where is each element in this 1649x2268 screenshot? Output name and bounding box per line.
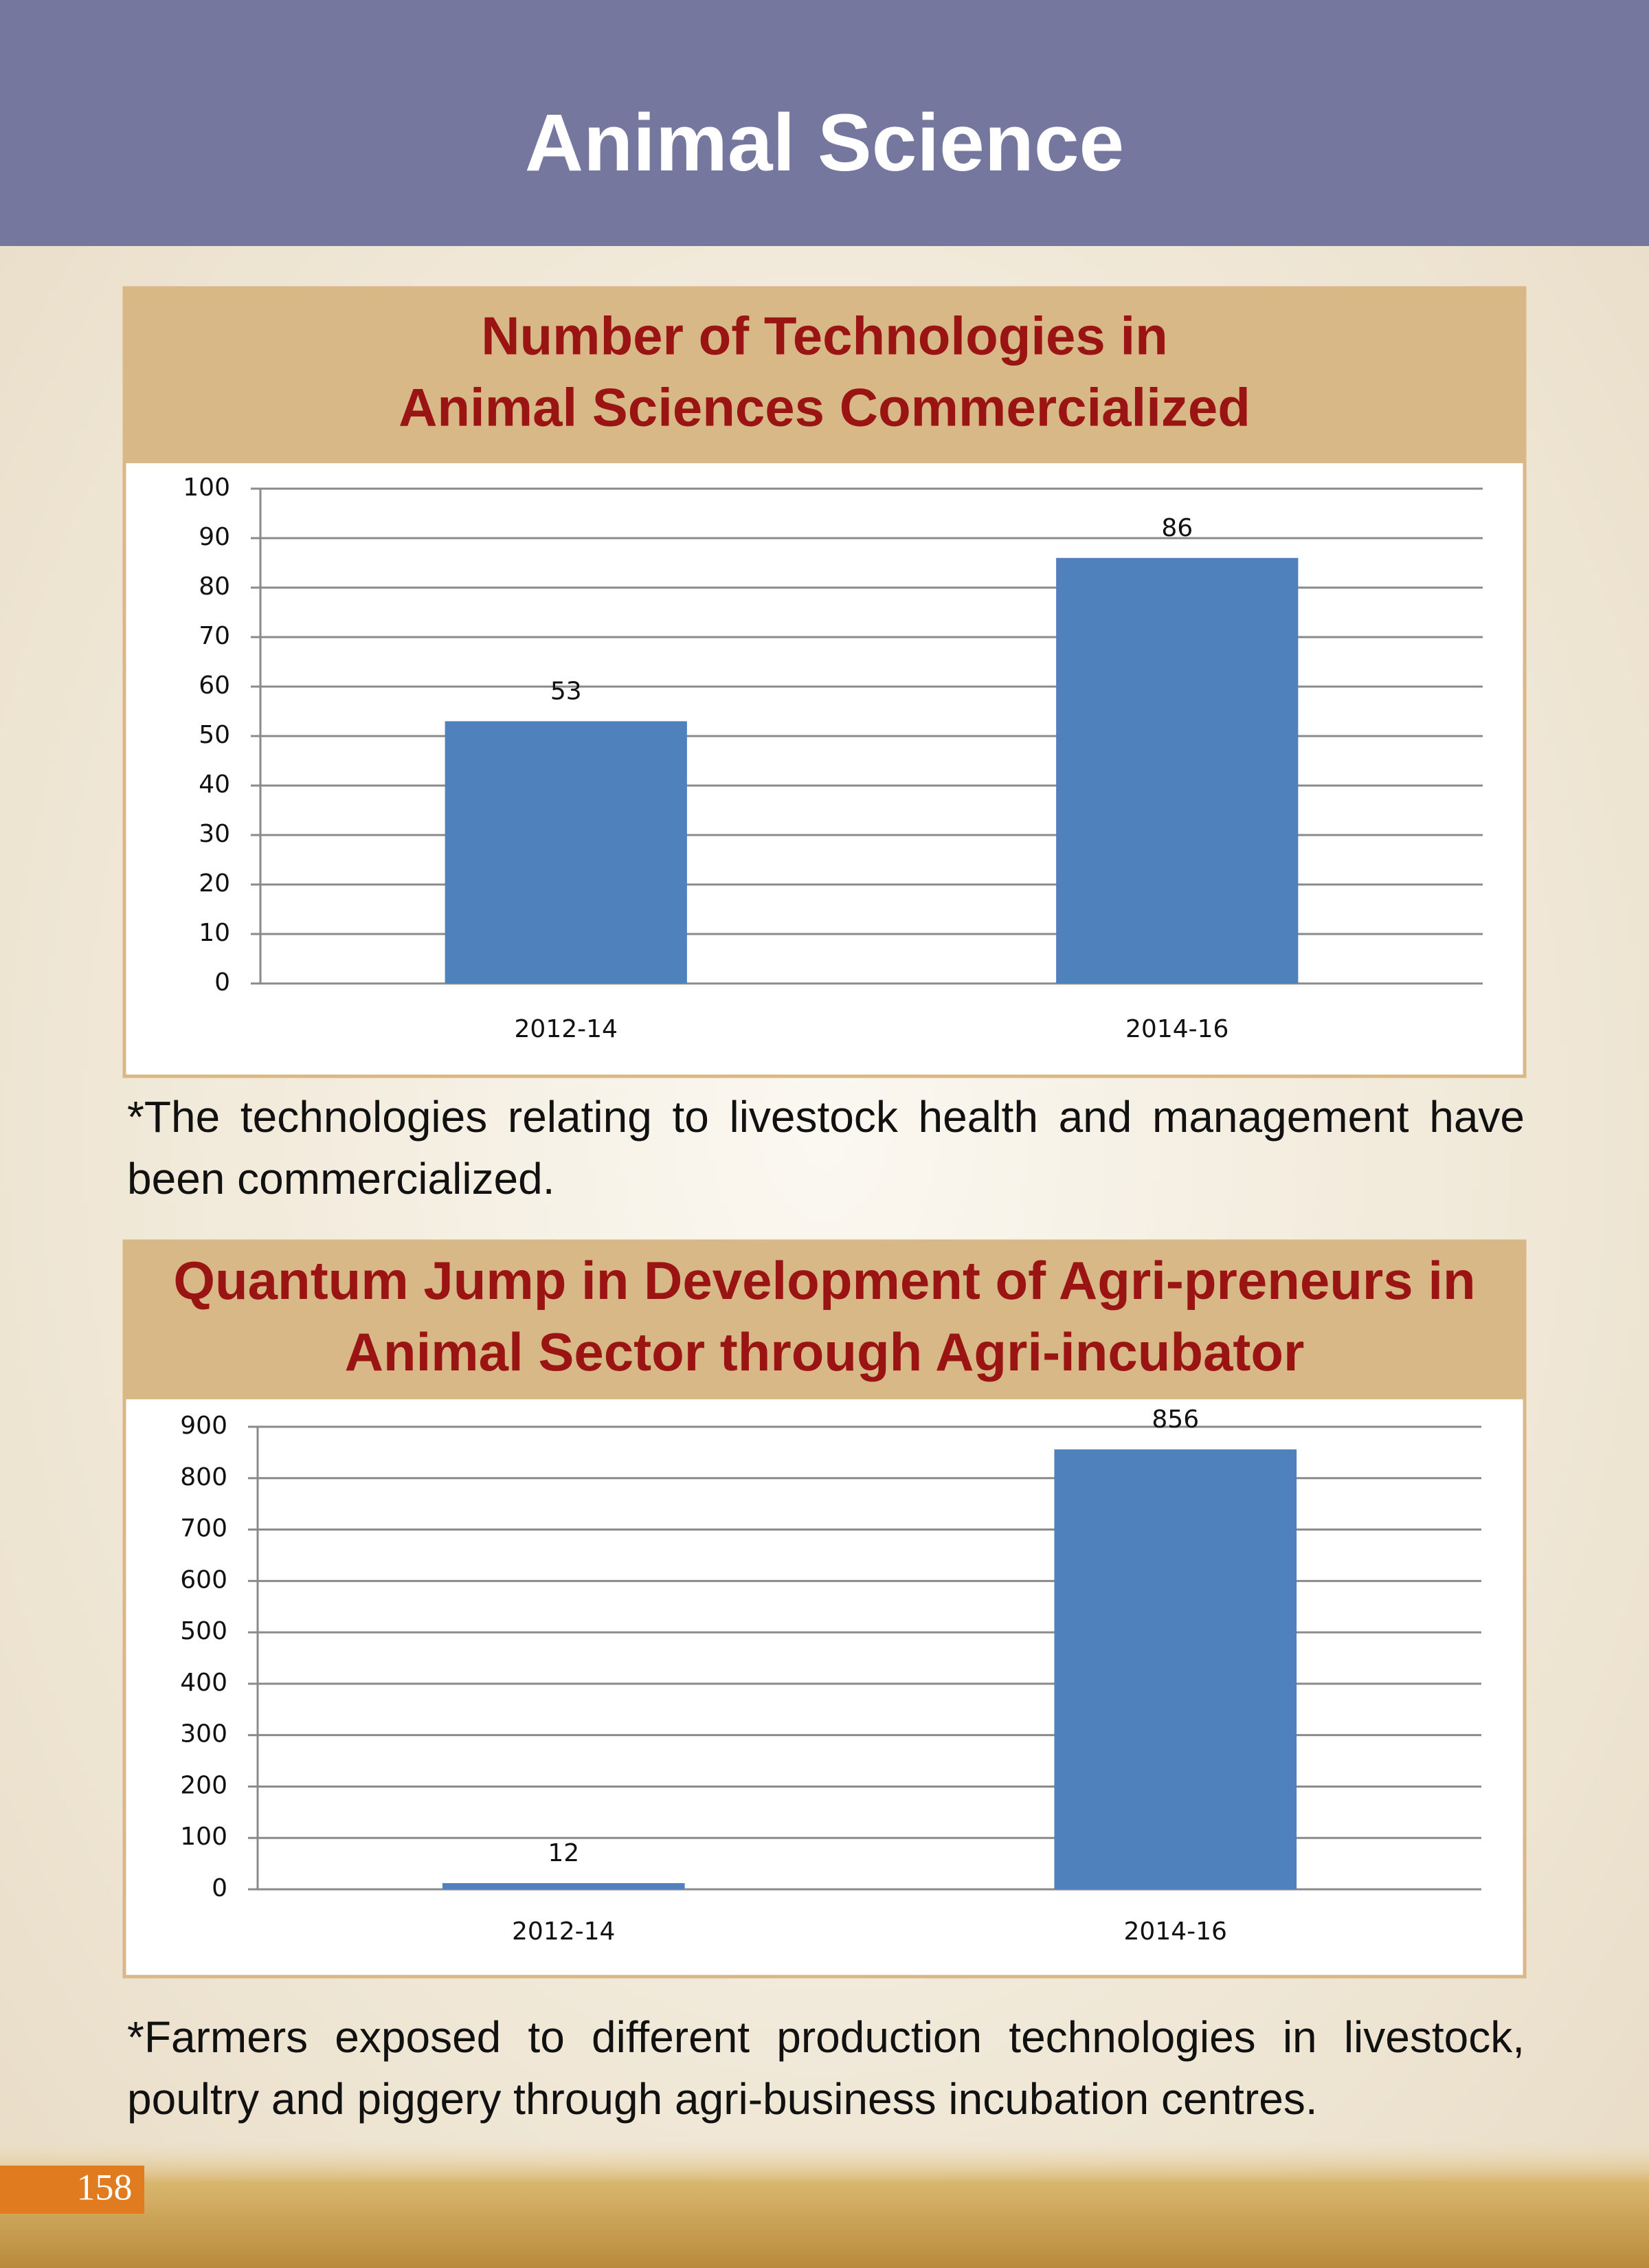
y-tick-label: 200 — [180, 1771, 227, 1799]
y-tick-label: 40 — [199, 770, 230, 799]
y-tick-label: 50 — [199, 721, 230, 749]
page-number-box — [0, 2166, 144, 2214]
y-tick-label: 900 — [180, 1412, 227, 1440]
y-tick-label: 500 — [180, 1617, 227, 1645]
y-tick-label: 0 — [212, 1874, 227, 1902]
page-number: 158 — [77, 2166, 133, 2208]
y-tick-label: 100 — [183, 474, 230, 502]
data-label: 86 — [1161, 514, 1193, 542]
bar — [445, 721, 687, 983]
y-tick-label: 20 — [199, 869, 230, 898]
y-tick-label: 0 — [214, 968, 230, 997]
y-tick-label: 800 — [180, 1463, 227, 1491]
note: *Farmers exposed to different production… — [127, 2012, 1525, 2124]
wheat-strip — [0, 2137, 1649, 2268]
y-tick-label: 100 — [180, 1823, 227, 1851]
x-tick-label: 2012-14 — [515, 1015, 618, 1043]
y-tick-label: 60 — [199, 671, 230, 700]
bar — [1056, 557, 1299, 983]
data-label: 856 — [1152, 1405, 1199, 1434]
chart-title-band — [124, 1241, 1525, 1399]
bar — [1054, 1449, 1297, 1889]
x-tick-label: 2014-16 — [1125, 1015, 1229, 1043]
data-label: 53 — [550, 677, 582, 705]
y-tick-label: 80 — [199, 572, 230, 601]
chart-title-band — [124, 288, 1525, 463]
y-tick-label: 400 — [180, 1669, 227, 1697]
x-tick-label: 2014-16 — [1124, 1917, 1227, 1946]
y-tick-label: 10 — [199, 919, 230, 947]
data-label: 12 — [548, 1839, 579, 1867]
y-tick-label: 70 — [199, 622, 230, 650]
chart-title: Quantum Jump in Development of Agri-pren… — [173, 1250, 1475, 1382]
header-band — [0, 0, 1649, 246]
y-tick-label: 300 — [180, 1720, 227, 1748]
y-tick-label: 600 — [180, 1566, 227, 1594]
y-tick-label: 90 — [199, 523, 230, 551]
page-title: Animal Science — [525, 98, 1124, 188]
y-tick-label: 30 — [199, 820, 230, 848]
bar — [442, 1883, 685, 1889]
x-tick-label: 2012-14 — [512, 1917, 615, 1946]
note: *The technologies relating to livestock … — [127, 1092, 1525, 1203]
y-tick-label: 700 — [180, 1515, 227, 1543]
chart-title: Number of Technologies in Animal Sciences… — [399, 305, 1250, 437]
